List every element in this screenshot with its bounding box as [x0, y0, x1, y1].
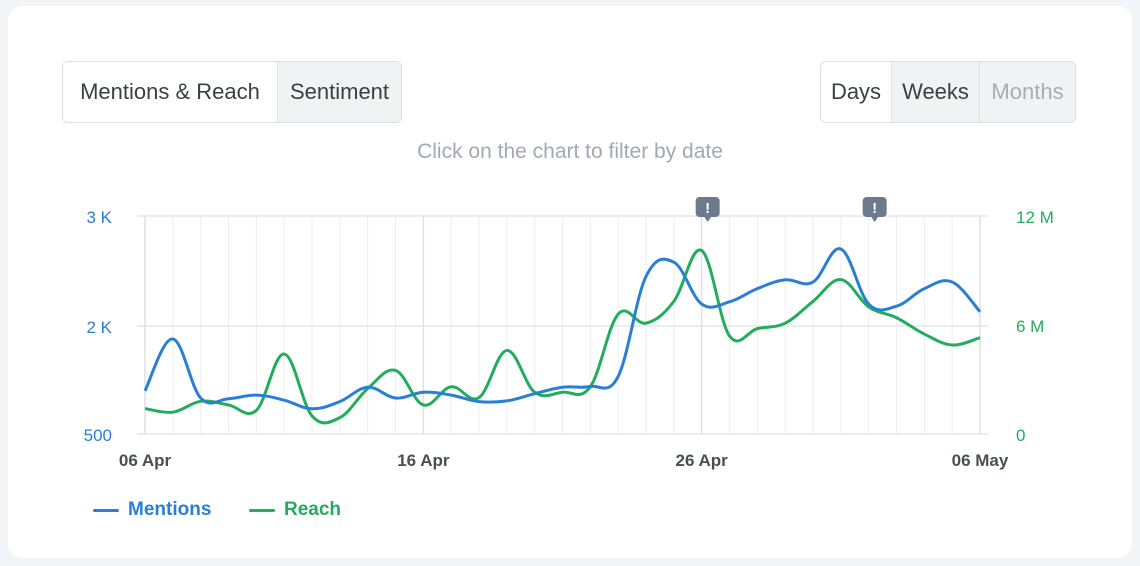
alert-marker-pointer — [870, 216, 879, 222]
legend-reach-label: Reach — [284, 499, 342, 520]
y-right-tick-label: 0 — [1016, 426, 1025, 445]
legend-reach-swatch — [249, 508, 275, 512]
legend-mentions[interactable]: Mentions — [93, 499, 211, 521]
alert-marker-pointer — [703, 216, 712, 222]
period-months-button: Months — [979, 62, 1075, 122]
alert-marker-bg — [695, 197, 720, 217]
axes: 500 2 K 3 K 0 6 M 12 M 06 Apr 16 Apr 26 Apr 06 Ma… — [84, 208, 1054, 470]
alert-marker-icon[interactable]: ! — [695, 197, 720, 222]
y-left-tick-label: 2 K — [86, 318, 112, 337]
alert-marker-glyph: ! — [872, 200, 877, 217]
mentions-series-line — [143, 247, 982, 411]
tab-sentiment[interactable]: Sentiment — [277, 62, 401, 122]
chart-hint: Click on the chart to filter by date — [417, 140, 723, 163]
period-toggle-group: Days Weeks Months — [820, 61, 1076, 123]
x-tick-label: 16 Apr — [397, 451, 450, 470]
grid — [137, 215, 988, 435]
alert-marker-glyph: ! — [705, 200, 710, 217]
legend-mentions-swatch — [93, 508, 119, 512]
x-tick-label: 06 May — [952, 451, 1009, 470]
alert-marker-bg — [862, 197, 887, 217]
legend-reach[interactable]: Reach — [249, 499, 341, 521]
legend-mentions-label: Mentions — [128, 499, 212, 520]
alert-markers: !! — [695, 197, 887, 222]
period-weeks-button[interactable]: Weeks — [891, 62, 979, 122]
y-left-tick-label: 3 K — [86, 208, 112, 227]
series-lines — [143, 247, 982, 425]
reach-series-line — [144, 248, 981, 425]
metric-tab-group: Mentions & Reach Sentiment — [62, 61, 402, 123]
tab-mentions-reach[interactable]: Mentions & Reach — [63, 62, 277, 122]
y-left-tick-label: 500 — [84, 426, 112, 445]
y-right-tick-label: 6 M — [1016, 317, 1044, 336]
period-days-button[interactable]: Days — [821, 62, 891, 122]
x-tick-label: 06 Apr — [119, 451, 172, 470]
y-right-tick-label: 12 M — [1016, 208, 1054, 227]
x-tick-label: 26 Apr — [676, 451, 729, 470]
alert-marker-icon[interactable]: ! — [862, 197, 887, 222]
